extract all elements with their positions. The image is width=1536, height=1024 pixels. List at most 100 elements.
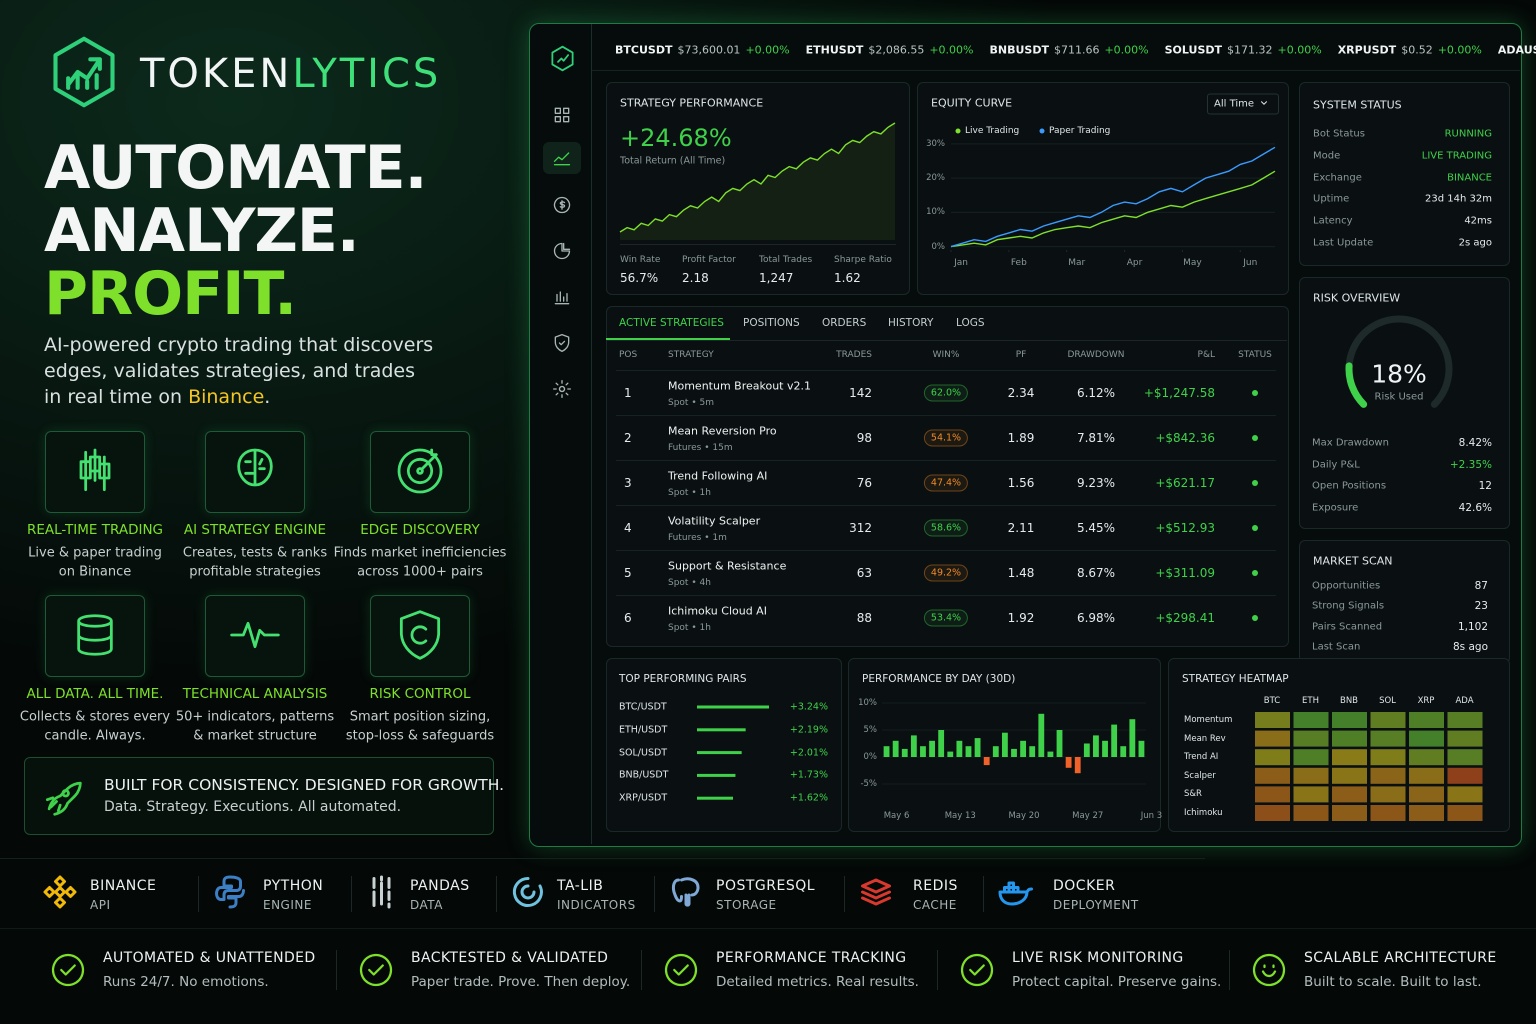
column-header: TRADES [836, 350, 872, 360]
heatmap-row: Ichimoku [1184, 808, 1223, 818]
icon [861, 878, 891, 906]
bar [1011, 748, 1017, 757]
icon-shape [230, 621, 280, 649]
icon[interactable] [552, 379, 572, 399]
status-dot [1252, 570, 1258, 576]
icon[interactable] [552, 148, 572, 168]
cell-drawdown: 5.45% [1076, 521, 1116, 535]
cell-win: 62.0% [923, 384, 969, 402]
risk-label: Max Drawdown [1312, 437, 1389, 449]
status-label: Bot Status [1313, 128, 1365, 140]
heatmap-column: ETH [1302, 696, 1319, 706]
bar [892, 740, 899, 757]
heatmap-cell [1332, 749, 1367, 766]
heatmap-column: ADA [1455, 696, 1474, 706]
cell-pnl: +$311.09 [1155, 566, 1215, 580]
icon[interactable] [552, 241, 572, 261]
pair-label: ETH/USDT [619, 724, 668, 736]
stat-value: 2.18 [682, 271, 709, 285]
icon-shape [512, 876, 543, 907]
ticker-symbol: ADAUSDT [1497, 43, 1536, 57]
tab[interactable]: HISTORY [888, 317, 934, 329]
heatmap-cell [1293, 712, 1329, 728]
scan-value: 8s ago [1452, 640, 1488, 653]
x-tick-label: Apr [1126, 258, 1143, 268]
bar [974, 738, 981, 757]
column-header: STATUS [1238, 350, 1272, 360]
tech-divider [198, 876, 199, 912]
status-dot [1252, 525, 1258, 531]
icon-shape [215, 875, 245, 909]
icon [399, 610, 441, 660]
row-divider [616, 595, 1276, 596]
range-select[interactable]: All Time [1207, 93, 1280, 115]
icon-shape [1252, 953, 1286, 987]
bar [901, 748, 908, 757]
icon-shape [53, 36, 115, 108]
ticker-change: +0.00% [929, 43, 974, 57]
icon [512, 876, 543, 907]
cell-win: 53.4% [923, 609, 969, 627]
column-header: DRAWDOWN [1067, 350, 1125, 360]
heatmap-cell [1293, 749, 1329, 766]
heatmap-cell [1370, 805, 1406, 821]
scan-label: Last Scan [1312, 641, 1361, 653]
bar [697, 751, 742, 755]
area [620, 123, 895, 240]
icon[interactable] [552, 333, 572, 353]
tab[interactable]: ACTIVE STRATEGIES [619, 317, 724, 329]
icon-shape [237, 448, 273, 487]
x-tick-label: May 13 [944, 811, 976, 821]
icon [551, 45, 574, 72]
icon[interactable] [552, 195, 572, 215]
icon [43, 875, 77, 909]
benefit-text: Built to scale. Built to last. [1304, 974, 1482, 990]
column-header: P&L [1197, 350, 1215, 360]
cell-market: Futures • 15m [668, 443, 733, 453]
gauge-value [1345, 362, 1368, 408]
y-tick-label: -5% [860, 779, 877, 789]
tab[interactable]: ORDERS [822, 317, 867, 329]
pair-value: +3.24% [789, 701, 828, 713]
bar [947, 751, 954, 757]
legend-label: Paper Trading [1049, 126, 1111, 136]
heatmap-column: SOL [1379, 696, 1396, 706]
equity-card [917, 82, 1289, 295]
hero-description: edges, validates strategies, and trades [44, 360, 415, 382]
bar [1065, 757, 1072, 768]
column-header: WIN% [932, 350, 960, 360]
risk-value: 8.42% [1458, 437, 1492, 449]
pair-label: BNB/USDT [619, 769, 669, 781]
series-line [950, 170, 1276, 248]
icon[interactable] [552, 105, 572, 125]
icon-shape [553, 152, 571, 166]
benefit-divider [937, 950, 938, 990]
bar [1047, 751, 1054, 757]
risk-value: +2.35% [1449, 458, 1492, 471]
heatmap-column: XRP [1417, 696, 1435, 706]
x-tick-label: Jun 3 [1140, 811, 1163, 821]
cell-strategy: Trend Following AI [668, 469, 768, 483]
tech-role: STORAGE [716, 898, 777, 912]
tab[interactable]: LOGS [956, 317, 985, 329]
strategy-card [606, 82, 910, 295]
icon-shape [551, 45, 574, 72]
feature-text: on Binance [58, 564, 132, 580]
bar [1129, 719, 1136, 757]
stat-value: 1.62 [834, 271, 861, 285]
stat-value: 1,247 [759, 271, 794, 285]
icon [998, 881, 1033, 906]
feature-text: Finds market inefficiencies [333, 545, 507, 561]
bar [910, 735, 917, 757]
status-label: Exchange [1313, 172, 1362, 184]
heatmap-column: BTC [1263, 696, 1281, 706]
tech-name: PYTHON [263, 878, 324, 894]
bar [1074, 757, 1081, 774]
icon[interactable] [552, 287, 572, 307]
cell-drawdown: 9.23% [1076, 476, 1116, 490]
scan-value: 23 [1474, 600, 1488, 613]
tab[interactable]: POSITIONS [743, 317, 800, 329]
ticker-symbol: ETHUSDT [805, 43, 864, 57]
cell-drawdown: 6.98% [1076, 611, 1116, 625]
